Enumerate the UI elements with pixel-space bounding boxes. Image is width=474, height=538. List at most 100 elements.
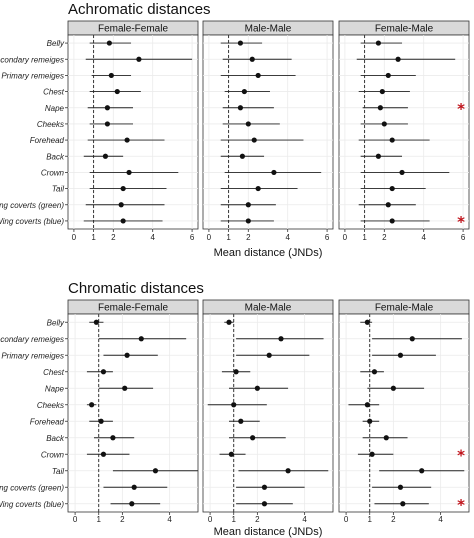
mean-point xyxy=(106,40,112,46)
mean-point xyxy=(261,501,268,507)
category-label: Cheeks xyxy=(37,120,64,129)
significance-star: * xyxy=(457,213,465,231)
mean-point xyxy=(390,385,396,391)
x-tick-label: 2 xyxy=(255,515,260,524)
mean-point xyxy=(397,352,404,358)
category-label: Forehead xyxy=(30,136,65,145)
x-tick-label: 6 xyxy=(325,233,330,242)
category-label: Nape xyxy=(45,104,65,113)
category-label: Crown xyxy=(41,168,65,177)
mean-point xyxy=(381,121,387,127)
x-tick-label: 2 xyxy=(382,233,387,242)
mean-point xyxy=(124,137,130,143)
x-tick-label: 1 xyxy=(91,233,96,242)
mean-point xyxy=(255,185,261,192)
panel-female-female: Female-Female 0 1 2 4 6 xyxy=(67,20,199,242)
category-label: Wing coverts (green) xyxy=(0,483,64,492)
category-label: Nape xyxy=(45,384,65,393)
category-label: Tail xyxy=(52,185,64,194)
mean-point xyxy=(285,468,291,474)
mean-point xyxy=(389,218,395,224)
mean-point xyxy=(228,451,234,457)
mean-point xyxy=(251,137,257,143)
mean-point xyxy=(108,72,114,79)
mean-point xyxy=(138,336,144,342)
category-label: Primary remeiges xyxy=(1,351,64,360)
category-label: Secondary remeiges xyxy=(0,55,64,64)
mean-point xyxy=(383,435,389,441)
mean-point xyxy=(389,137,395,143)
mean-point xyxy=(104,105,110,111)
mean-point xyxy=(237,105,244,111)
mean-point xyxy=(245,121,251,127)
panel-male-male: Male-Male 0 1 2 4 xyxy=(202,299,334,524)
mean-point xyxy=(129,501,135,507)
x-tick-label: 4 xyxy=(302,515,307,524)
category-label: Cheeks xyxy=(37,401,64,410)
significance-star: * xyxy=(457,100,465,118)
panel-area xyxy=(338,34,470,230)
x-tick-label: 1 xyxy=(362,233,367,242)
mean-point xyxy=(255,72,261,79)
mean-point xyxy=(375,40,381,46)
mean-point xyxy=(379,88,385,95)
mean-point xyxy=(93,319,99,325)
panel-male-male: Male-Male 0 1 2 4 6 xyxy=(202,20,334,242)
panel-label: Male-Male xyxy=(245,24,292,35)
x-tick-label: 0 xyxy=(73,515,78,524)
x-tick-label: 4 xyxy=(285,233,290,242)
mean-point xyxy=(110,435,116,441)
x-tick-label: 0 xyxy=(208,515,213,524)
mean-point xyxy=(122,385,128,391)
significance-star: * xyxy=(457,446,465,464)
mean-point xyxy=(395,56,401,62)
category-label: Forehead xyxy=(30,417,65,426)
mean-point xyxy=(239,153,245,159)
mean-point xyxy=(367,418,373,424)
mean-point xyxy=(226,319,232,325)
x-tick-label: 0 xyxy=(343,233,348,242)
category-label: Wing coverts (green) xyxy=(0,201,64,210)
x-tick-label: 2 xyxy=(391,515,396,524)
mean-point xyxy=(238,418,244,424)
x-tick-label: 2 xyxy=(111,233,116,242)
mean-point xyxy=(114,88,120,95)
panel-area xyxy=(67,34,199,230)
mean-point xyxy=(278,336,284,342)
mean-point xyxy=(400,501,406,507)
category-label: Chest xyxy=(43,368,65,377)
mean-point xyxy=(120,185,126,192)
mean-point xyxy=(254,385,260,391)
panel-female-male: Female-Male * * 0 1 2 4 6 xyxy=(338,20,470,242)
mean-point xyxy=(136,56,142,62)
panel-label: Female-Female xyxy=(98,24,168,35)
mean-point xyxy=(389,185,395,192)
mean-point xyxy=(271,169,277,176)
mean-point xyxy=(152,468,159,474)
mean-point xyxy=(245,218,251,224)
mean-point xyxy=(118,202,124,208)
significance-star: * xyxy=(457,496,465,514)
mean-point xyxy=(233,369,239,375)
x-tick-label: 4 xyxy=(421,233,426,242)
mean-point xyxy=(409,336,415,342)
chart-title: Chromatic distances xyxy=(68,280,204,297)
x-tick-label: 0 xyxy=(207,233,212,242)
x-tick-label: 0 xyxy=(72,233,77,242)
panel-area xyxy=(202,313,334,513)
category-label: Crown xyxy=(41,450,65,459)
x-tick-label: 0 xyxy=(344,515,349,524)
mean-point xyxy=(397,484,404,490)
mean-point xyxy=(375,153,381,159)
mean-point xyxy=(100,369,107,375)
category-label: Belly xyxy=(47,318,65,327)
mean-point xyxy=(126,169,132,176)
x-tick-label: 4 xyxy=(167,515,172,524)
x-tick-label: 2 xyxy=(246,233,251,242)
panel-female-male: Female-Male * * 0 1 2 4 xyxy=(338,299,470,524)
panel-area xyxy=(338,313,470,513)
panel-label: Female-Male xyxy=(375,24,434,35)
